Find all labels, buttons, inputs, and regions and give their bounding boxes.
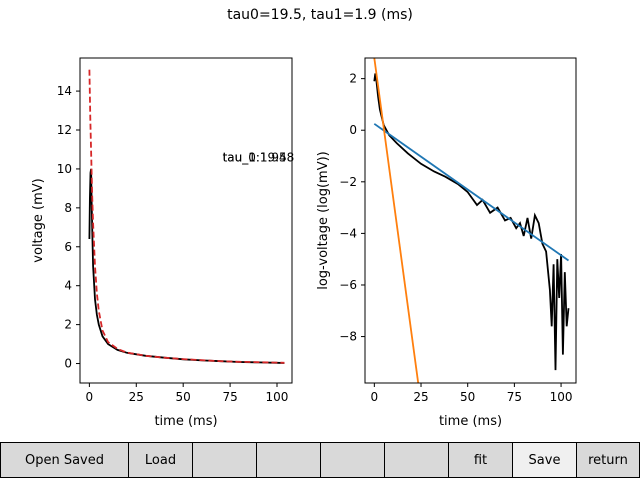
voltage-y-tick-label: 2 — [64, 318, 72, 332]
blank-button-1[interactable] — [192, 442, 257, 478]
blank-button-4[interactable] — [384, 442, 449, 478]
log-voltage-x-axis-label: time (ms) — [439, 414, 502, 429]
log-voltage-y-tick-label: −4 — [339, 226, 357, 240]
log-voltage-y-axis-label: log-voltage (log(mV)) — [316, 151, 331, 290]
log-voltage-y-tick-label: 2 — [349, 72, 357, 86]
fit-button[interactable]: fit — [448, 442, 513, 478]
log-voltage-axes-frame — [364, 57, 577, 384]
log-voltage-series-line-2 — [373, 58, 420, 383]
save-button[interactable]: Save — [512, 442, 577, 478]
voltage-y-tick-label: 4 — [64, 279, 72, 293]
voltage-x-tick-label: 75 — [222, 390, 237, 404]
return-button[interactable]: return — [576, 442, 640, 478]
voltage-annotation: tau_0:19.58 — [223, 150, 295, 164]
toolbar: Open Saved Load fit Save return — [0, 442, 640, 480]
voltage-y-tick-label: 6 — [64, 240, 72, 254]
voltage-x-tick-label: 100 — [266, 390, 289, 404]
log-voltage-y-tick-label: −8 — [339, 330, 357, 344]
voltage-x-axis-label: time (ms) — [154, 414, 217, 429]
log-voltage-series-line-0 — [373, 73, 570, 371]
log-voltage-plot: 0 25 50 75 100 −8 −6 −4 −2 0 2 time (ms) log-voltage… — [316, 57, 577, 429]
voltage-series-line-1 — [88, 69, 285, 364]
blank-button-2[interactable] — [256, 442, 321, 478]
voltage-axes-frame — [79, 57, 293, 384]
voltage-x-tick-label: 0 — [86, 390, 94, 404]
voltage-plot: 0 25 50 75 100 0 2 4 6 8 10 12 14 time (ms) voltage (m… — [31, 57, 295, 429]
voltage-y-tick-label: 10 — [57, 162, 72, 176]
voltage-annotation: tau_1:1.94 — [223, 150, 287, 164]
log-voltage-x-tick-label: 25 — [413, 390, 428, 404]
log-voltage-y-tick-label: −2 — [339, 175, 357, 189]
log-voltage-x-tick-label: 100 — [550, 390, 573, 404]
figure-title: tau0=19.5, tau1=1.9 (ms) — [227, 7, 413, 23]
voltage-y-tick-label: 12 — [57, 123, 72, 137]
log-voltage-x-tick-label: 0 — [371, 390, 379, 404]
voltage-x-tick-label: 25 — [129, 390, 144, 404]
voltage-y-axis-label: voltage (mV) — [31, 178, 46, 262]
log-voltage-y-tick-label: 0 — [349, 123, 357, 137]
load-button[interactable]: Load — [128, 442, 193, 478]
log-voltage-x-tick-label: 50 — [460, 390, 475, 404]
blank-button-3[interactable] — [320, 442, 385, 478]
open-saved-button[interactable]: Open Saved — [0, 442, 129, 478]
voltage-x-tick-label: 50 — [176, 390, 191, 404]
voltage-y-tick-label: 14 — [57, 84, 72, 98]
voltage-y-tick-label: 8 — [64, 201, 72, 215]
voltage-y-tick-label: 0 — [64, 357, 72, 371]
log-voltage-x-tick-label: 75 — [507, 390, 522, 404]
log-voltage-y-tick-label: −6 — [339, 278, 357, 292]
log-voltage-series-line-1 — [373, 123, 570, 262]
